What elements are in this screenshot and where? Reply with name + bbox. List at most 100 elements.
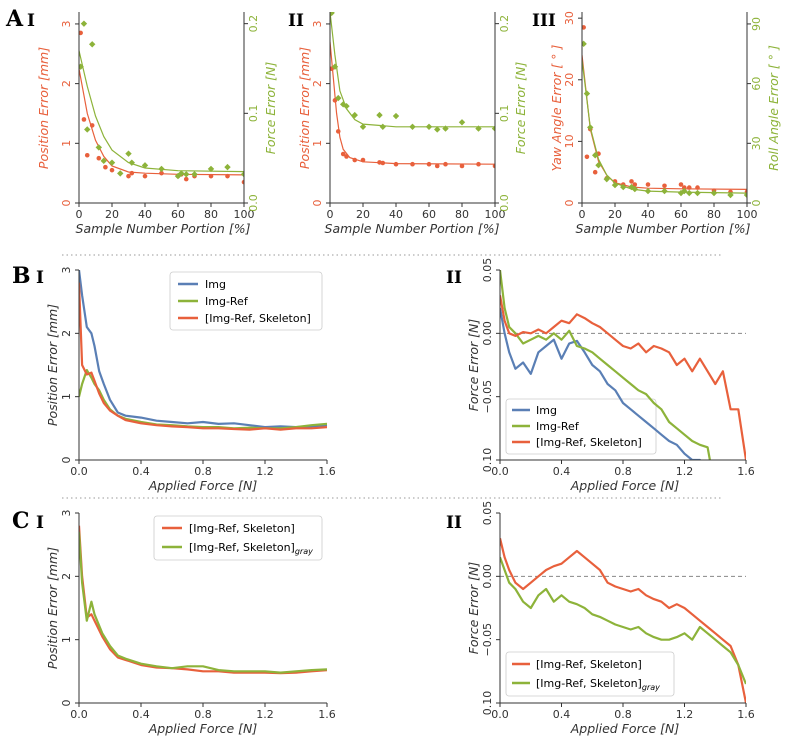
c1-legend-gray: [Img-Ref, Skeleton]gray: [189, 541, 313, 556]
a-i-series-1-point: [89, 41, 96, 48]
a-iii-series-1-point: [644, 187, 652, 195]
a-ii-series-0-fit-line: [330, 41, 495, 165]
a-ii-ytick-label: 0: [311, 200, 324, 207]
c-i-chart: 0.0 0.4 0.8 1.2 1.6 0 1 2 3: [60, 510, 336, 722]
a-ii-series-1-point: [434, 126, 441, 133]
a-iii-series-1-point: [686, 189, 693, 197]
c-ii-series-layer: [500, 538, 746, 703]
c-i-xtick-label: 1.2: [256, 708, 274, 721]
a-iii-xtick-label: 100: [737, 208, 758, 221]
c1-legend-gray-sub: gray: [295, 547, 313, 556]
panel-roman-c-ii: II: [446, 513, 462, 533]
a-i-series-1-point: [108, 159, 116, 166]
a2-xlabel: Sample Number Portion [%]: [325, 221, 500, 236]
a2-ylabel: Position Error [mm]: [297, 47, 312, 169]
a-iii-y2tick-label: 90: [750, 17, 763, 31]
c-ii-ytick-label: 0.05: [481, 501, 494, 526]
a-i-series-1-point: [95, 144, 102, 151]
a-iii-series-1-point: [694, 189, 701, 197]
a-iii-series-0-point: [695, 185, 700, 190]
a-iii-series-1-point: [603, 175, 610, 183]
b-i-ytick-label: 0: [60, 457, 73, 464]
a-iii-series-0-fit-line: [582, 55, 747, 190]
a-ii-series-1-point: [376, 111, 383, 119]
a-iii-series-layer: [582, 25, 747, 199]
a-i-series-0-point: [126, 173, 131, 179]
a-ii-series-1-point: [425, 123, 433, 130]
a-ii-series-0-point: [340, 151, 346, 157]
b-i-series-2-line: [79, 282, 327, 431]
a-ii-series-1-fit-line: [330, 12, 495, 128]
c1-ylabel: Position Error [mm]: [45, 547, 60, 669]
a-iii-series-1-point: [743, 191, 747, 199]
a-iii-series-0-point: [592, 169, 598, 175]
a-iii-xtick-label: 80: [707, 208, 721, 221]
a-ii-series-1-point: [458, 119, 466, 126]
panel-roman-b-i: I: [36, 268, 44, 288]
a-ii-xtick-label: 0: [327, 208, 334, 221]
a-ii-series-1-point: [442, 125, 449, 132]
a-i-series-1-point: [128, 159, 135, 166]
b-i-series-1-line: [79, 369, 327, 430]
a-iii-series-0-point: [662, 183, 667, 189]
b-i-xtick-label: 1.6: [318, 465, 336, 478]
b-ii-xtick-label: 0.0: [491, 465, 509, 478]
b2-legend: Img Img-Ref [Img-Ref, Skeleton]: [505, 398, 657, 455]
a-ii-series-0-point: [434, 163, 440, 169]
a-iii-xtick-label: 40: [641, 208, 655, 221]
b1-legend-skel: [Img-Ref, Skeleton]: [205, 312, 311, 325]
a-i-series-1-point: [240, 171, 244, 178]
c-ii-ytick-label: 0.00: [481, 564, 494, 589]
b-ii-xtick-label: 0.8: [614, 465, 632, 478]
a-ii-ytick-label: 1: [311, 140, 324, 147]
c-ii-series-0-line: [500, 538, 746, 703]
a-i-series-1-point: [100, 157, 107, 165]
c-i-ytick-label: 2: [60, 573, 73, 580]
c-ii-xtick-label: 0.0: [491, 708, 509, 721]
a-i-xtick-label: 60: [171, 208, 185, 221]
a-i-series-1-point: [178, 170, 185, 177]
a-i-series-1-point: [183, 171, 190, 178]
a-i-series-layer: [79, 20, 244, 185]
a-iii-series-1-point: [583, 90, 591, 97]
a-ii-series-0-point: [352, 157, 358, 163]
a-i-ytick-label: 1: [60, 140, 73, 147]
a-iii-series-0-point: [678, 182, 684, 187]
a-ii-series-1-point: [343, 102, 350, 110]
a-i-series-1-fit-line: [79, 50, 244, 173]
b-ii-series-1-line: [500, 270, 712, 460]
c2-legend: [Img-Ref, Skeleton] [Img-Ref, Skeleton]g…: [505, 651, 675, 697]
a-ii-series-1-point: [379, 123, 386, 130]
a-i-y2tick-label: 0.2: [247, 15, 260, 33]
c-i-series-1-line: [79, 531, 327, 674]
a-iii-y2tick-label: 0: [750, 200, 763, 207]
b-ii-chart: 0.0 0.4 0.8 1.2 1.6 0.05 0.00 −0.05 0.10: [481, 258, 755, 478]
a-iii-ytick-label: 30: [563, 11, 576, 25]
panel-roman-b-ii: II: [446, 268, 462, 288]
b-ii-xtick-label: 1.6: [737, 465, 755, 478]
b-i-series-layer: [79, 270, 327, 431]
a-i-series-0-point: [129, 170, 135, 176]
panel-roman-a-i: I: [27, 11, 35, 31]
a-i-ytick-label: 0: [60, 200, 73, 207]
a-i-series-0-point: [96, 155, 102, 161]
a-ii-xtick-label: 80: [455, 208, 469, 221]
a-iii-series-1-point: [620, 183, 627, 191]
b-i-xtick-label: 0.0: [70, 465, 88, 478]
b-ii-ytick-label: 0.05: [481, 258, 494, 283]
a-iii-series-1-point: [595, 161, 602, 169]
c-i-xtick-label: 1.6: [318, 708, 336, 721]
a-i-xtick-label: 0: [76, 208, 83, 221]
a-i-series-0-point: [183, 176, 189, 182]
a-i-series-1-point: [158, 165, 165, 173]
a-i-ytick-label: 3: [60, 20, 73, 27]
a-iii-series-0-point: [645, 182, 651, 187]
a-ii-series-1-point: [351, 111, 358, 119]
a-i-series-1-point: [84, 126, 91, 133]
a-i-series-0-point: [109, 167, 115, 173]
a-i-series-0-point: [241, 179, 244, 185]
a-i-series-1-point: [80, 20, 88, 27]
b-ii-xtick-label: 1.2: [676, 465, 694, 478]
a-iii-y2tick-label: 60: [750, 77, 763, 91]
b2-xlabel: Applied Force [N]: [570, 478, 680, 493]
